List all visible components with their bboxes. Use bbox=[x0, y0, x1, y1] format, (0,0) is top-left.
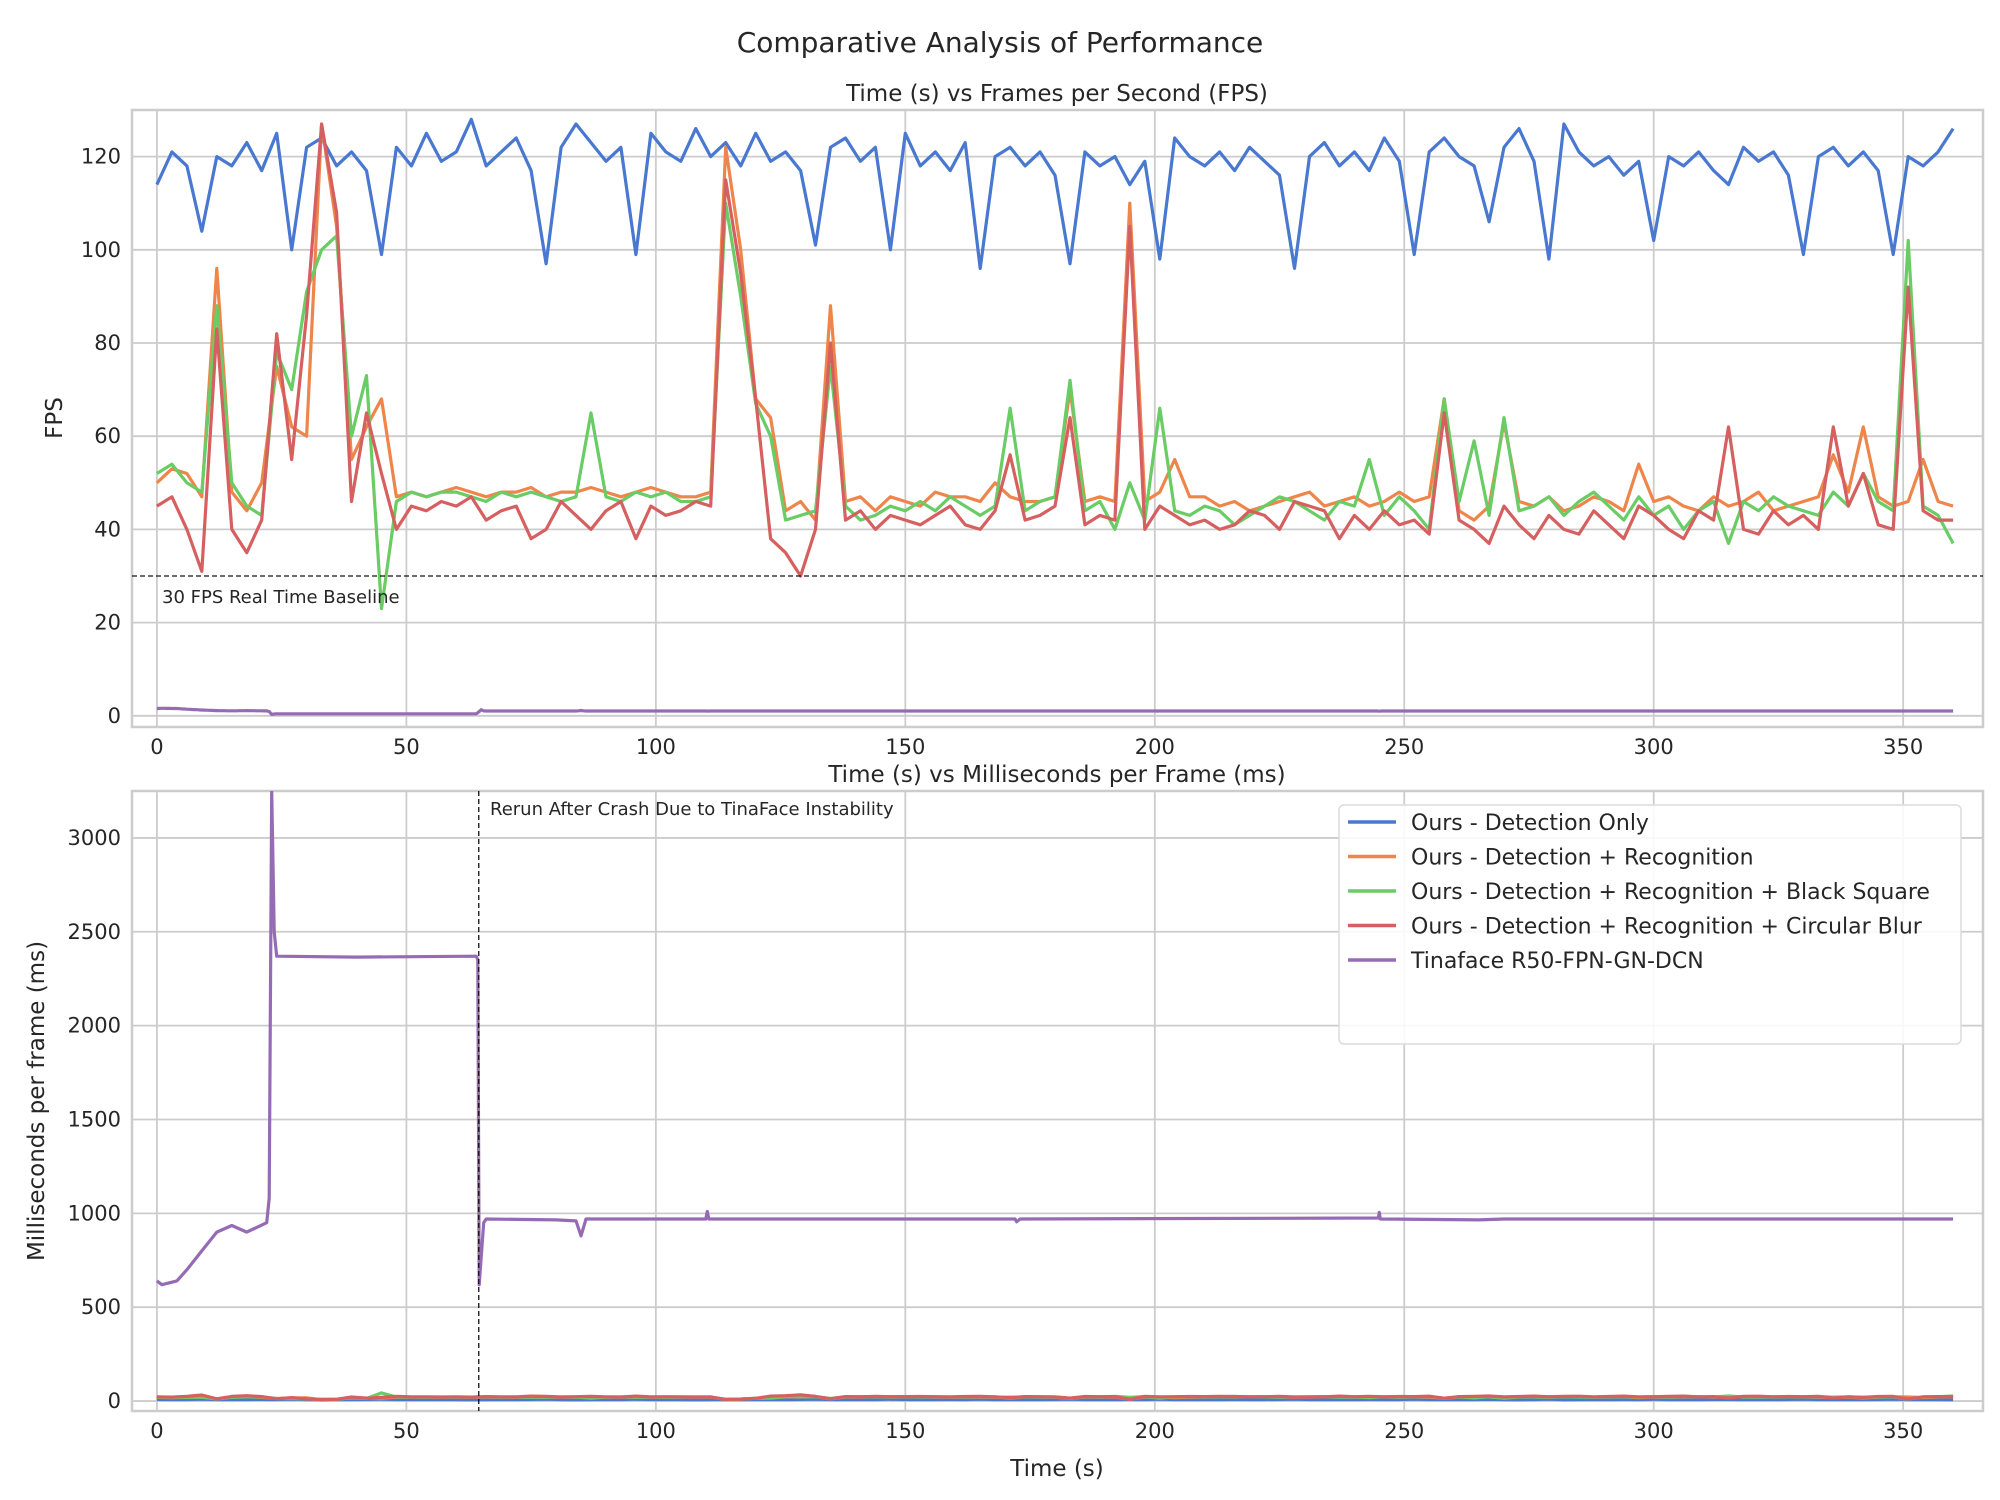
y-tick-label: 0 bbox=[108, 1389, 121, 1413]
y-tick-label: 40 bbox=[94, 517, 121, 541]
ms-chart-title: Time (s) vs Milliseconds per Frame (ms) bbox=[827, 762, 1285, 788]
y-tick-label: 2000 bbox=[68, 1014, 121, 1038]
plot-area bbox=[132, 110, 1983, 727]
axes-frame bbox=[130, 108, 1985, 729]
legend-label: Ours - Detection + Recognition bbox=[1411, 846, 1754, 871]
series-line-0 bbox=[156, 1397, 1954, 1402]
series-line-3 bbox=[156, 122, 1954, 578]
x-tick-label: 250 bbox=[1384, 735, 1424, 759]
x-tick-label: 200 bbox=[1135, 1419, 1175, 1443]
y-tick-label: 1500 bbox=[68, 1107, 121, 1131]
y-tick-label: 2500 bbox=[68, 920, 121, 944]
x-tick-label: 50 bbox=[393, 735, 420, 759]
x-tick-label: 50 bbox=[393, 1419, 420, 1443]
x-tick-label: 100 bbox=[636, 1419, 676, 1443]
x-tick-label: 350 bbox=[1883, 735, 1923, 759]
legend-label: Ours - Detection + Recognition + Circula… bbox=[1411, 915, 1923, 940]
x-tick-label: 300 bbox=[1634, 735, 1674, 759]
figure-title: Comparative Analysis of Performance bbox=[737, 26, 1264, 59]
y-tick-label: 0 bbox=[108, 704, 121, 728]
x-tick-label: 100 bbox=[636, 735, 676, 759]
fps-y-axis-label: FPS bbox=[42, 397, 68, 439]
y-tick-label: 500 bbox=[81, 1295, 121, 1319]
y-tick-label: 120 bbox=[81, 145, 121, 169]
y-tick-label: 80 bbox=[94, 331, 121, 355]
series-line-0 bbox=[155, 117, 1955, 270]
y-tick-label: 100 bbox=[81, 238, 121, 262]
series-lines bbox=[155, 791, 1954, 1411]
series-line-4 bbox=[156, 706, 1954, 716]
x-tick-label: 0 bbox=[150, 735, 163, 759]
fps-chart: Time (s) vs Frames per Second (FPS) FPS … bbox=[42, 81, 1985, 759]
legend-label: Tinaface R50-FPN-GN-DCN bbox=[1410, 949, 1704, 974]
rerun-annotation: Rerun After Crash Due to TinaFace Instab… bbox=[490, 799, 894, 820]
baseline-annotation: 30 FPS Real Time Baseline bbox=[162, 587, 400, 608]
series-line-4 bbox=[155, 791, 1954, 1287]
x-tick-label: 150 bbox=[885, 735, 925, 759]
legend: Ours - Detection Only Ours - Detection + … bbox=[1338, 804, 1962, 1045]
series-lines bbox=[132, 117, 1983, 716]
ms-y-axis-label: Milliseconds per frame (ms) bbox=[24, 941, 50, 1261]
x-tick-label: 300 bbox=[1634, 1419, 1674, 1443]
x-tick-label: 250 bbox=[1384, 1419, 1424, 1443]
legend-label: Ours - Detection Only bbox=[1411, 811, 1649, 836]
axes-frame bbox=[130, 789, 1985, 1413]
x-axis-label: Time (s) bbox=[1009, 1456, 1104, 1482]
x-tick-label: 350 bbox=[1883, 1419, 1923, 1443]
legend-label: Ours - Detection + Recognition + Black S… bbox=[1411, 880, 1930, 905]
y-tick-label: 20 bbox=[94, 611, 121, 635]
x-tick-label: 200 bbox=[1135, 735, 1175, 759]
series-line-3 bbox=[156, 1393, 1954, 1402]
fps-chart-title: Time (s) vs Frames per Second (FPS) bbox=[845, 81, 1268, 107]
y-tick-label: 60 bbox=[94, 424, 121, 448]
y-tick-label: 1000 bbox=[68, 1201, 121, 1225]
x-tick-label: 0 bbox=[150, 1419, 163, 1443]
y-tick-label: 3000 bbox=[68, 826, 121, 850]
x-tick-label: 150 bbox=[885, 1419, 925, 1443]
